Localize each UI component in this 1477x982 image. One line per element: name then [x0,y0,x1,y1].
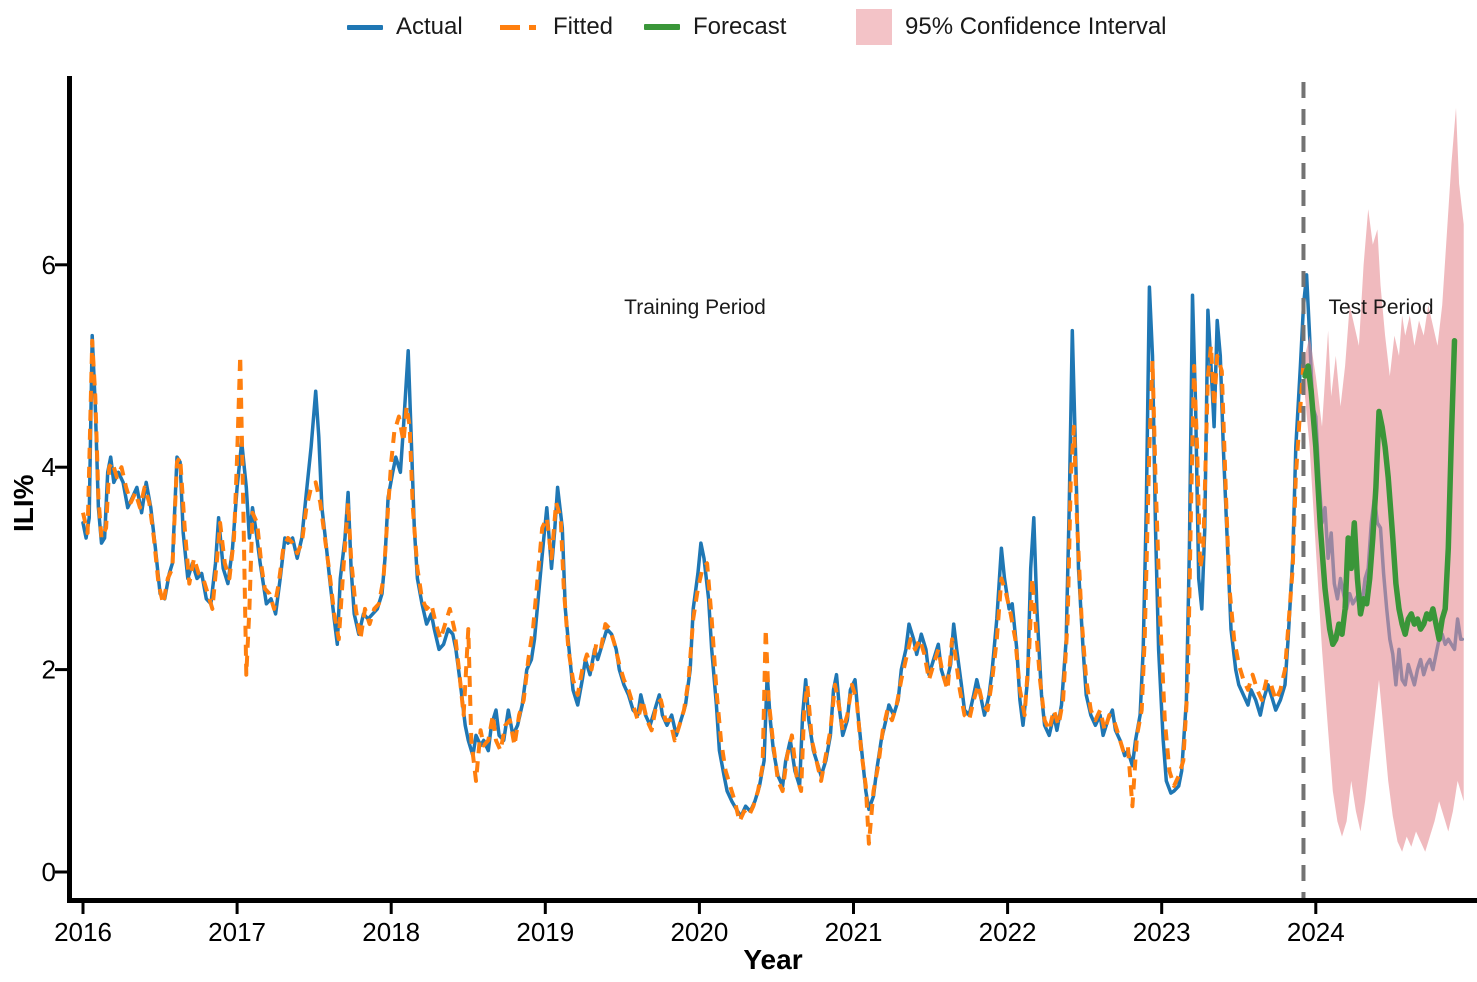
x-tick [81,903,85,914]
fitted-line [81,338,1306,846]
y-tick-label: 4 [42,452,56,482]
x-tick-label: 2017 [208,917,266,947]
x-tick-label: 2019 [516,917,574,947]
training-period-annotation: Training Period [624,296,766,319]
y-tick-label: 0 [42,857,56,887]
x-tick [852,903,855,914]
actual-line-swatch-icon [347,24,383,30]
x-tick [1006,903,1010,914]
legend-item-forecast: Forecast [644,10,786,44]
legend-ci-label: 95% Confidence Interval [905,13,1167,40]
forecast-line [1302,337,1458,648]
legend-item-actual: Actual [347,10,463,44]
x-tick-label: 2024 [1287,917,1345,947]
x-tick-label: 2022 [979,917,1037,947]
x-tick [235,903,239,914]
x-tick-label: 2021 [825,917,883,947]
x-tick-label: 2023 [1133,917,1191,947]
actual-line [81,273,1464,819]
x-tick-label: 2020 [670,917,728,947]
x-tick [389,903,393,914]
y-axis-title: ILI% [8,474,39,532]
y-axis-spine [67,76,72,903]
y-tick [55,465,67,469]
legend-item-ci: 95% Confidence Interval [856,9,1167,45]
confidence-interval-swatch-icon [856,9,892,45]
fitted-dashed-line-swatch-icon [500,24,540,30]
legend-item-fitted: Fitted [500,10,613,44]
legend-actual-label: Actual [396,13,463,40]
y-tick-label: 2 [42,655,56,685]
y-tick [55,870,67,874]
x-tick-label: 2018 [362,917,420,947]
test-period-annotation: Test Period [1328,296,1434,319]
x-axis-title: Year [743,944,803,975]
legend-fitted-label: Fitted [553,13,614,40]
x-tick [1160,903,1164,914]
y-tick [55,668,67,672]
x-tick-label: 2016 [54,917,112,947]
confidence-interval-band [1305,107,1464,852]
legend-forecast-label: Forecast [693,13,787,40]
x-axis-spine [67,898,1477,903]
forecast-line-swatch-icon [644,24,680,30]
x-tick [697,903,701,914]
y-tick [55,263,67,267]
x-tick [543,903,547,914]
x-tick [1314,903,1318,914]
y-tick-label: 6 [42,250,56,280]
